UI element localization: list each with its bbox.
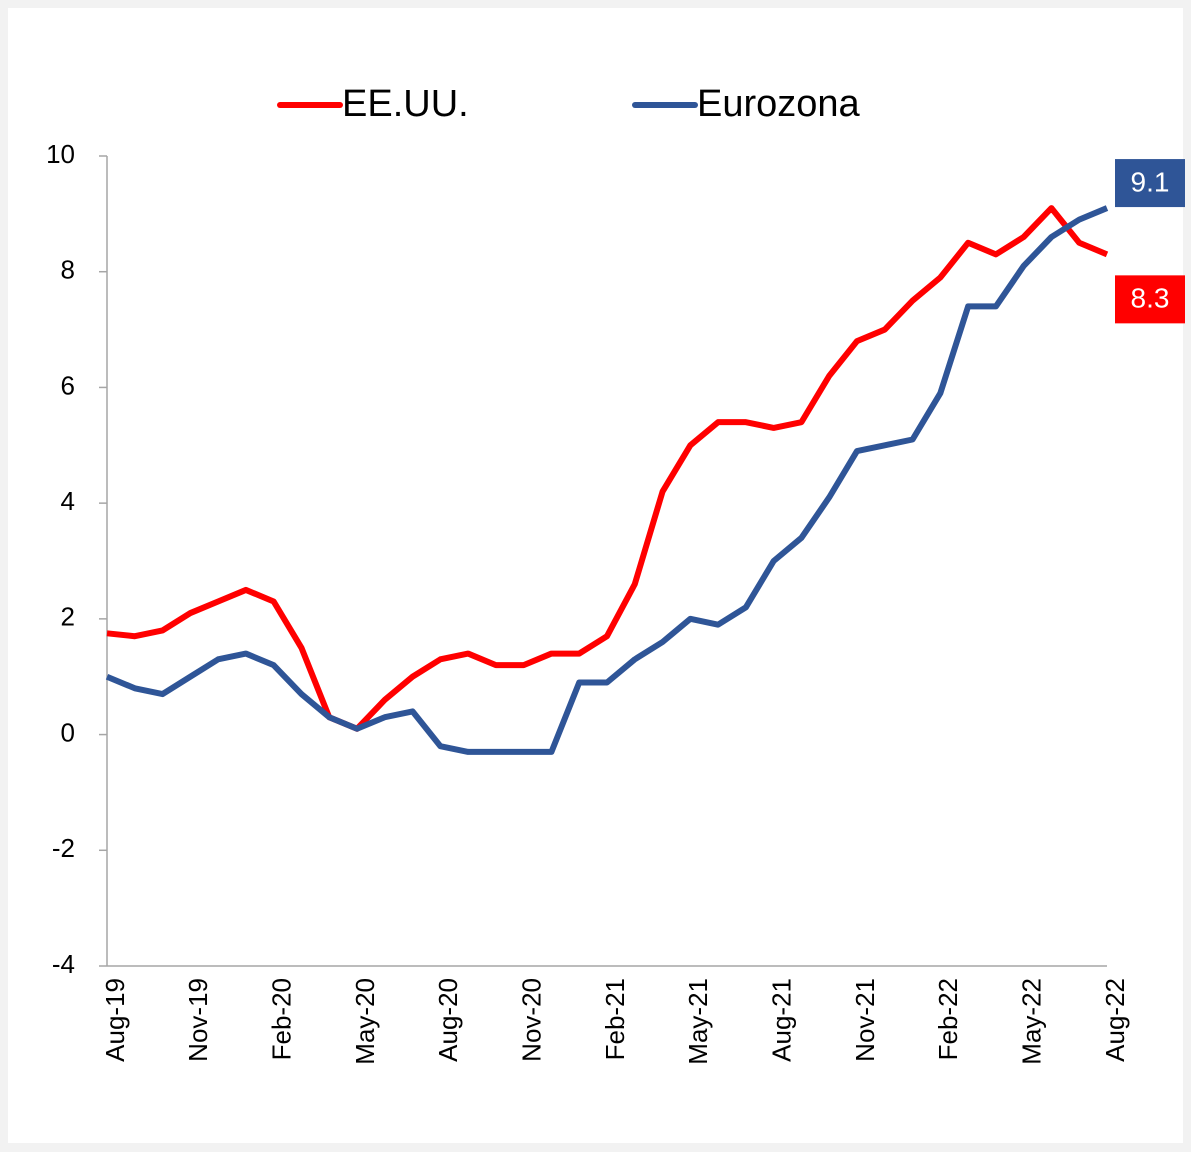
x-tick-label: Aug-20 xyxy=(433,978,463,1062)
y-tick-label: 0 xyxy=(61,717,75,747)
y-tick-label: 2 xyxy=(61,602,75,632)
y-tick-label: 6 xyxy=(61,370,75,400)
y-tick-label: -4 xyxy=(52,949,75,979)
x-tick-label: Aug-21 xyxy=(767,978,797,1062)
x-tick-label: Aug-19 xyxy=(100,978,130,1062)
legend-label: Eurozona xyxy=(697,83,861,125)
y-tick-label: 4 xyxy=(61,486,75,516)
x-tick-label: Feb-20 xyxy=(267,978,297,1060)
x-tick-label: Nov-21 xyxy=(850,978,880,1062)
end-label: 9.1 xyxy=(1131,166,1170,197)
x-tick-label: Feb-22 xyxy=(933,978,963,1060)
end-label-box xyxy=(1115,275,1185,324)
x-tick-label: Aug-22 xyxy=(1100,978,1130,1062)
end-label: 8.3 xyxy=(1131,283,1170,314)
x-tick-label: Nov-20 xyxy=(517,978,547,1062)
x-tick-label: Nov-19 xyxy=(183,978,213,1062)
x-tick-label: Feb-21 xyxy=(600,978,630,1060)
series-line xyxy=(105,205,1109,755)
x-tick-label: May-22 xyxy=(1017,978,1047,1065)
x-tick-label: May-21 xyxy=(683,978,713,1065)
y-tick-label: 8 xyxy=(61,255,75,285)
chart-panel xyxy=(8,8,1183,1143)
legend-label: EE.UU. xyxy=(342,83,469,125)
series-line xyxy=(106,205,1109,732)
y-tick-label: 10 xyxy=(46,139,75,169)
y-tick-label: -2 xyxy=(52,833,75,863)
end-label-box xyxy=(1115,159,1185,208)
x-tick-label: May-20 xyxy=(350,978,380,1065)
